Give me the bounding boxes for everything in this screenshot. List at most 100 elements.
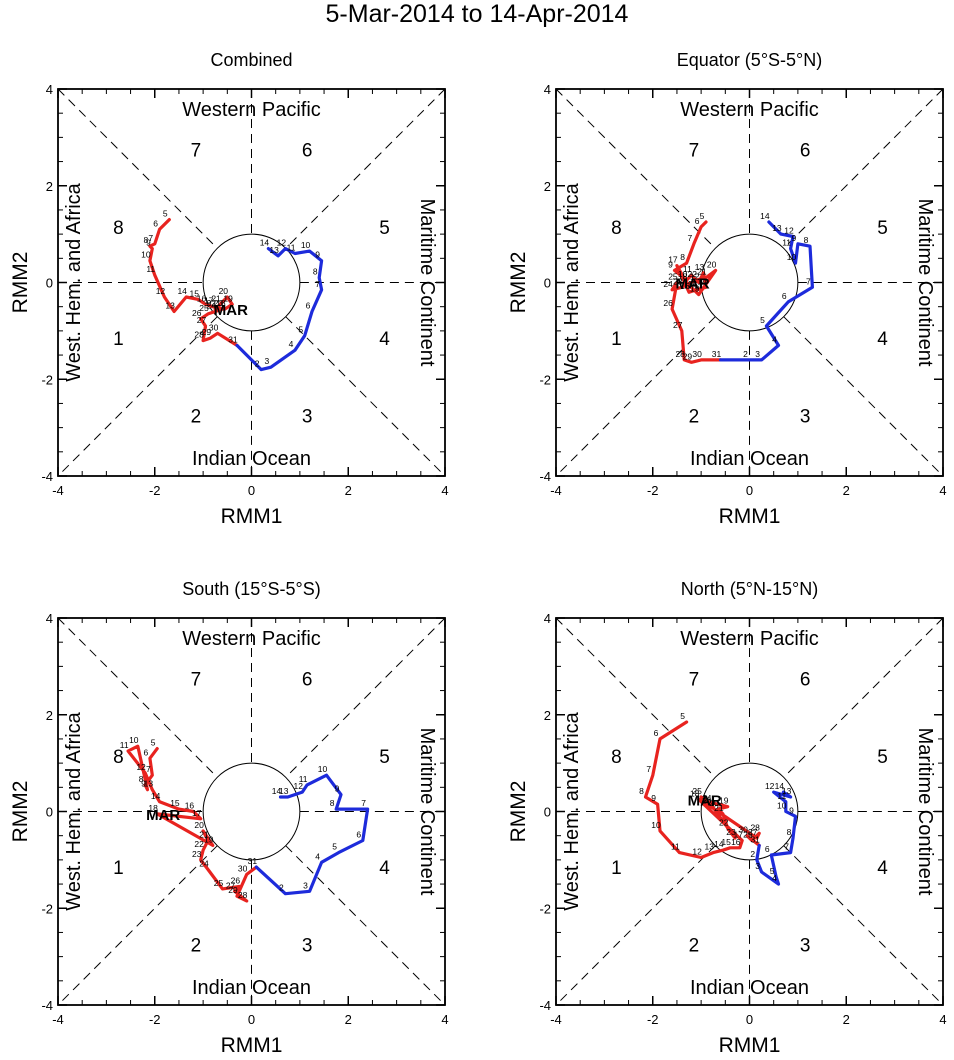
day-label: 21 [697, 267, 707, 277]
phase-label: 1 [611, 329, 622, 350]
day-label: 14 [177, 286, 187, 296]
phase-divider-line [57, 316, 218, 477]
panel-title: South (15°S-5°S) [182, 579, 320, 599]
day-label: 16 [185, 801, 195, 811]
y-tick-label: 4 [544, 82, 551, 97]
unit-circle [202, 233, 301, 332]
day-label: 5 [163, 209, 168, 219]
day-label: 12 [136, 762, 146, 772]
x-tick-label: -2 [149, 483, 161, 498]
phase-label: 3 [800, 407, 811, 428]
day-label: 6 [765, 844, 770, 854]
phase-label: 2 [191, 936, 202, 957]
y-tick-label: 2 [46, 708, 53, 723]
day-label: 29 [683, 351, 693, 361]
day-label: 13 [144, 779, 154, 789]
x-tick-label: -4 [550, 483, 562, 498]
region-label-left: West. Hem. and Africa [561, 711, 583, 910]
phase-label: 1 [611, 858, 622, 879]
day-label: 11 [683, 264, 692, 274]
day-label: 13 [279, 786, 289, 796]
y-tick-label: -2 [539, 901, 551, 916]
x-tick-label: -2 [647, 483, 659, 498]
x-tick-label: 0 [248, 483, 255, 498]
x-tick-label: 4 [441, 1012, 448, 1027]
phase-label: 6 [302, 140, 313, 161]
panel-title: North (5°N-15°N) [681, 579, 818, 599]
phase-label: 7 [191, 669, 202, 690]
panel-title: Equator (5°S-5°N) [677, 50, 822, 70]
day-label: 12 [765, 781, 775, 791]
region-label-right: Maritime Continent [914, 199, 936, 367]
phase-label: 5 [877, 747, 888, 768]
y-tick-label: -4 [41, 469, 53, 484]
x-tick-label: -4 [550, 1012, 562, 1027]
day-label: 9 [668, 259, 673, 269]
day-label: 10 [301, 240, 311, 250]
y-tick-label: 0 [544, 805, 551, 820]
day-label: 15 [190, 288, 200, 298]
x-tick-label: 0 [746, 1012, 753, 1027]
day-label: 14 [714, 839, 724, 849]
day-label: 10 [787, 252, 797, 262]
phase-label: 3 [302, 407, 313, 428]
day-label: 13 [782, 786, 792, 796]
day-label: 10 [141, 250, 151, 260]
day-label: 14 [151, 791, 161, 801]
y-axis-label: RMM2 [507, 781, 530, 843]
phase-label: 4 [379, 329, 390, 350]
phase-label: 6 [800, 669, 811, 690]
phase-label: 7 [191, 140, 202, 161]
day-label: 24 [702, 793, 712, 803]
phase-label: 5 [379, 747, 390, 768]
day-label: 5 [298, 325, 303, 335]
day-label: 6 [654, 728, 659, 738]
day-label: 27 [226, 880, 236, 890]
day-label: 16 [197, 293, 207, 303]
series-line-march [643, 720, 761, 860]
day-label: 5 [151, 738, 156, 748]
region-label-top: Western Pacific [182, 99, 321, 121]
day-label: 11 [120, 740, 129, 750]
x-tick-label: -4 [52, 483, 64, 498]
x-tick-label: 4 [939, 1012, 946, 1027]
region-label-top: Western Pacific [680, 628, 819, 650]
x-tick-label: 2 [843, 483, 850, 498]
phase-label: 2 [689, 407, 700, 428]
y-tick-label: -2 [41, 901, 53, 916]
day-label: 27 [673, 320, 683, 330]
day-label: 19 [223, 293, 233, 303]
phase-label: 4 [877, 858, 888, 879]
day-label: 20 [219, 286, 229, 296]
phase-divider-line [783, 845, 944, 1006]
x-tick-label: 4 [441, 483, 448, 498]
day-label: 5 [332, 842, 337, 852]
y-tick-label: 2 [544, 179, 551, 194]
x-tick-label: 0 [248, 1012, 255, 1027]
rmm-panel-4: North (5°N-15°N)-4-4-2-2002244RMM1RMM2We… [507, 579, 947, 1057]
day-label: 5 [680, 711, 685, 721]
y-tick-label: 2 [544, 708, 551, 723]
day-label: 18 [148, 803, 158, 813]
phase-divider-line [555, 88, 716, 249]
day-label: 30 [238, 863, 248, 873]
x-tick-label: 0 [746, 483, 753, 498]
unit-circle [700, 762, 799, 861]
month-label: MAR [676, 276, 710, 293]
day-label: 31 [228, 334, 238, 344]
day-label: 18 [216, 298, 226, 308]
day-label: 23 [673, 276, 683, 286]
day-label: 6 [306, 301, 311, 311]
x-axis-label: RMM1 [221, 1034, 283, 1057]
day-label: 11 [671, 842, 680, 852]
day-label: 25 [668, 272, 678, 282]
phase-divider-line [783, 88, 944, 249]
y-axis-label: RMM2 [507, 252, 530, 314]
day-label: 6 [144, 747, 149, 757]
phase-label: 1 [113, 329, 124, 350]
rmm-panel-3: South (15°S-5°S)-4-4-2-2002244RMM1RMM2We… [9, 579, 449, 1057]
day-label: 24 [663, 279, 673, 289]
phase-label: 4 [877, 329, 888, 350]
